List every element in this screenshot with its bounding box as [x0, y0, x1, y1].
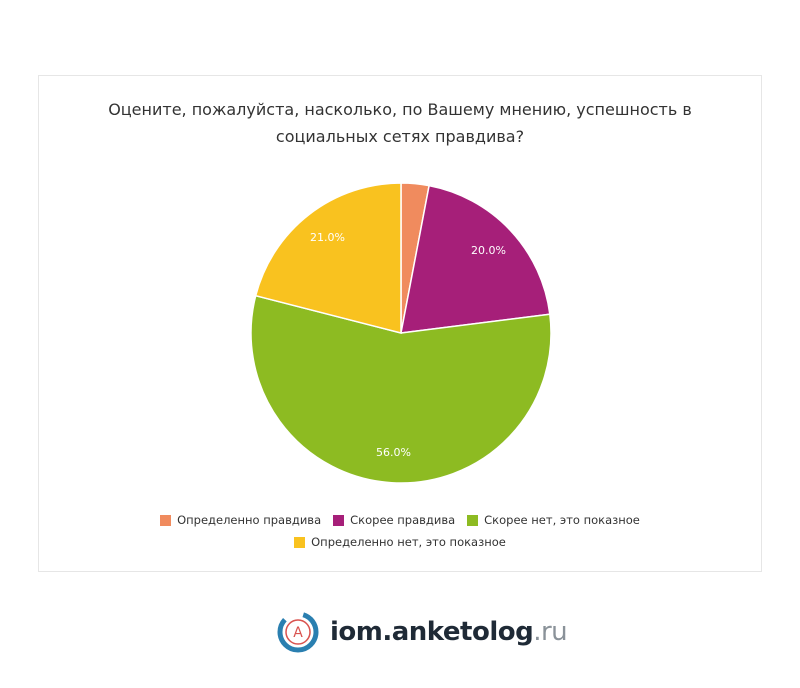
legend-item: Определенно нет, это показное — [294, 535, 506, 549]
legend-label: Определенно нет, это показное — [311, 535, 506, 549]
brand-name: iom.anketolog — [330, 617, 534, 647]
footer-logo: A iom.anketolog.ru — [276, 610, 568, 654]
pie-slice — [250, 294, 552, 484]
brand-domain: .ru — [533, 617, 568, 647]
chart-title: Оцените, пожалуйста, насколько, по Вашем… — [108, 100, 692, 146]
legend-swatch — [160, 514, 172, 526]
legend-label: Скорее нет, это показное — [484, 513, 640, 527]
logo-icon: A — [277, 611, 319, 653]
legend-item: Определенно правдива — [160, 513, 321, 527]
slice-label: 21.0% — [310, 231, 345, 244]
legend-label: Определенно правдива — [177, 513, 322, 527]
logo-core — [285, 619, 311, 645]
legend-swatch — [294, 536, 306, 548]
logo-letter: A — [293, 625, 303, 641]
legend: Определенно правдива Скорее правдива Скоре… — [139, 513, 661, 549]
legend-swatch — [467, 514, 479, 526]
legend-item: Скорее нет, это показное — [467, 513, 640, 527]
pie-slice — [400, 184, 551, 334]
chart-card: Оцените, пожалуйста, насколько, по Вашем… — [38, 75, 762, 572]
pie-slice — [254, 182, 402, 334]
slice-label: 56.0% — [376, 446, 411, 459]
logo-ring — [277, 611, 319, 653]
legend-item: Скорее правдива — [333, 513, 455, 527]
pie-chart: 20.0% 56.0% 21.0% — [250, 182, 552, 484]
brand: iom.anketolog.ru — [330, 617, 568, 647]
legend-swatch — [333, 514, 345, 526]
slice-label: 20.0% — [471, 244, 506, 257]
legend-label: Скорее правдива — [350, 513, 456, 527]
